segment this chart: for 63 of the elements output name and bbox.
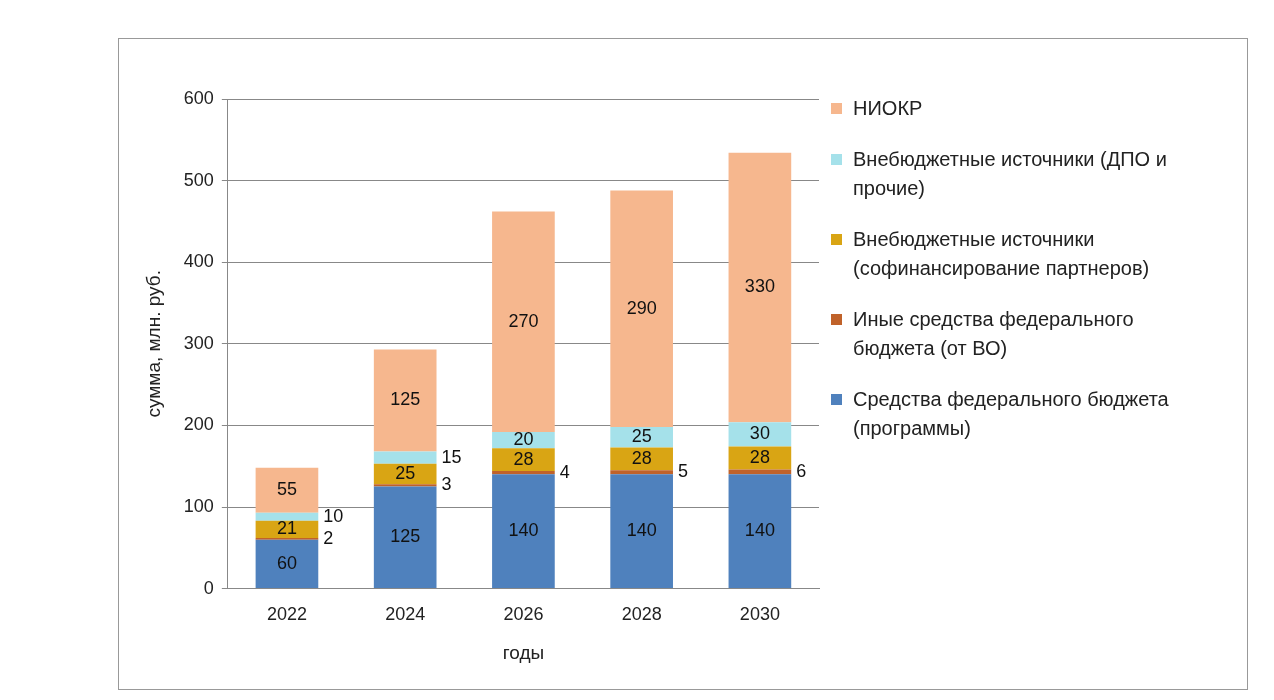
data-label: 125 — [390, 526, 421, 547]
bar — [373, 349, 437, 452]
bar — [492, 211, 555, 432]
x-tick-label: 2028 — [621, 604, 662, 625]
bar — [255, 512, 319, 521]
data-label: 140 — [626, 520, 657, 541]
bar — [610, 474, 673, 589]
x-tick-label: 2022 — [266, 604, 307, 625]
bar — [728, 422, 792, 447]
bar — [492, 448, 555, 472]
bar — [728, 469, 792, 475]
data-label: 125 — [390, 389, 421, 410]
data-label: 60 — [276, 552, 297, 573]
y-tick-label: 500 — [183, 169, 214, 190]
legend-label: НИОКР — [853, 97, 923, 119]
bar — [255, 467, 319, 513]
legend-label: Средства федерального бюджета (программы) — [853, 388, 1169, 439]
y-tick-label: 0 — [203, 577, 214, 598]
bar — [255, 539, 319, 589]
y-tick-label: 300 — [183, 332, 214, 353]
bar — [373, 451, 437, 464]
x-tick-label: 2026 — [503, 604, 544, 625]
bar — [610, 447, 673, 471]
data-label: 5 — [677, 461, 688, 482]
data-label: 3 — [441, 474, 452, 495]
legend-label: Внебюджетные источники (ДПО и прочие) — [853, 148, 1167, 199]
data-label: 10 — [323, 505, 344, 526]
x-tick-label: 2024 — [385, 604, 426, 625]
legend-label: Иные средства федерального бюджета (от ВО) — [853, 308, 1134, 359]
data-label: 28 — [749, 447, 770, 468]
bar — [373, 484, 437, 487]
bar — [610, 470, 673, 475]
bar — [610, 190, 673, 428]
data-label: 290 — [626, 297, 657, 318]
y-axis-title: сумма, млн. руб. — [142, 270, 164, 418]
legend-label: Внебюджетные источники (софинансирование партнеров) — [853, 228, 1150, 279]
data-label: 270 — [508, 310, 539, 331]
y-tick-label: 100 — [183, 495, 214, 516]
data-label: 20 — [513, 429, 534, 450]
y-tick-label: 400 — [183, 251, 214, 272]
bar — [373, 486, 437, 589]
data-label: 25 — [395, 462, 416, 483]
x-axis-title: годы — [502, 641, 545, 663]
y-tick-label: 600 — [183, 87, 214, 108]
x-tick-label: 2030 — [739, 604, 780, 625]
data-label: 55 — [276, 479, 297, 500]
bar — [728, 152, 792, 423]
data-label: 4 — [559, 461, 570, 482]
data-label: 25 — [631, 426, 652, 447]
data-label: 28 — [513, 448, 534, 469]
bar — [728, 474, 792, 589]
bar — [492, 471, 555, 475]
data-label: 28 — [631, 447, 652, 468]
data-label: 6 — [796, 460, 807, 481]
data-label: 140 — [744, 520, 775, 541]
data-label: 2 — [323, 527, 334, 548]
data-label: 21 — [276, 518, 297, 539]
data-label: 140 — [508, 520, 539, 541]
bar — [492, 474, 555, 589]
data-label: 330 — [744, 276, 775, 297]
y-tick-label: 200 — [183, 414, 214, 435]
data-label: 15 — [441, 446, 462, 467]
data-label: 30 — [749, 423, 770, 444]
